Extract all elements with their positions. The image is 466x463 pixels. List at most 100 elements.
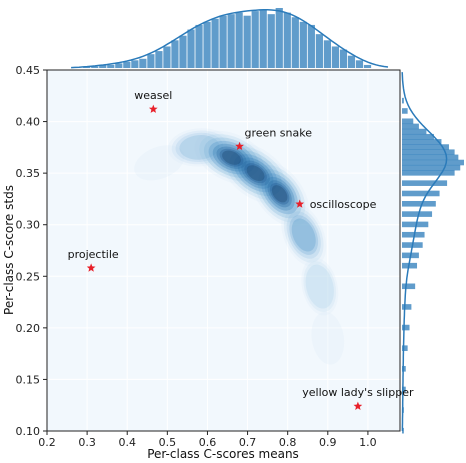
y-axis-ticks: 0.10 0.15 0.20 0.25 0.30 0.35 0.40 0.45	[16, 64, 47, 438]
density-contour-level	[167, 128, 231, 167]
marginal-x-bar	[251, 11, 259, 68]
y-tick-label: 0.35	[16, 167, 41, 180]
marginal-x-bar	[179, 35, 187, 68]
density-contour-level	[222, 150, 241, 165]
marginal-x-bar	[131, 60, 139, 68]
marginal-x-bar	[243, 15, 251, 69]
marginal-x-bar	[267, 14, 275, 68]
marginal-y-bar	[402, 211, 433, 217]
marginal-y-bar	[402, 221, 429, 228]
marginal-y-bar	[402, 231, 425, 238]
marginal-x-bar	[275, 8, 283, 68]
marginal-x-bar	[99, 64, 107, 68]
marginal-y-histogram	[402, 97, 464, 434]
y-tick-label: 0.45	[16, 64, 41, 77]
annotation-stars	[86, 104, 363, 410]
marginal-y-bar	[402, 283, 416, 290]
density-contour-level	[233, 154, 278, 193]
marginal-x-bar	[211, 18, 219, 68]
marginal-y-bar	[402, 200, 436, 207]
annotation-star	[148, 104, 158, 113]
density-contour-level	[208, 140, 255, 175]
marginal-x-bar	[115, 63, 123, 68]
marginal-y-bar	[402, 154, 459, 161]
marginal-y-bar	[402, 170, 455, 176]
density-contour-level	[241, 160, 270, 186]
density-contour-level	[289, 215, 319, 255]
plot-background	[47, 70, 400, 431]
y-tick-label: 0.25	[16, 270, 41, 283]
x-tick-label: 0.3	[78, 436, 96, 449]
marginal-y-bar	[402, 97, 404, 104]
marginal-x-bar	[299, 21, 307, 68]
annotation-label: weasel	[134, 89, 172, 102]
annotation-star	[295, 199, 305, 208]
density-contour-level	[246, 165, 265, 182]
density-contour-level	[291, 218, 316, 252]
marginal-x-bar	[203, 21, 211, 68]
density-contour-level	[267, 180, 292, 208]
y-axis-label: Per-class C-score stds	[2, 185, 16, 315]
marginal-x-bar	[139, 58, 147, 68]
x-axis-label: Per-class C-scores means	[147, 447, 299, 461]
marginal-x-bar	[291, 17, 299, 68]
density-contour-level	[134, 145, 185, 181]
marginal-x-bar	[331, 46, 340, 68]
density-contour-level	[281, 203, 327, 267]
density-contour-level	[224, 146, 287, 200]
x-axis-ticks: 0.2 0.3 0.4 0.5 0.6 0.7 0.8 0.9 1.0	[38, 431, 377, 449]
marginal-x-bar	[227, 14, 235, 68]
marginal-y-kde-curve	[401, 72, 448, 431]
y-tick-label: 0.15	[16, 373, 41, 386]
density-contour-level	[271, 185, 288, 203]
density-contour-level	[212, 143, 251, 172]
annotation-labels: weasel green snake oscilloscope projectile y…	[68, 89, 414, 399]
x-tick-label: 1.0	[359, 436, 377, 449]
marginal-y-bar	[402, 324, 410, 331]
y-tick-label: 0.40	[16, 116, 41, 129]
marginal-y-bar	[402, 123, 419, 130]
marginal-x-bar	[187, 29, 195, 69]
density-contour-level	[219, 148, 244, 167]
annotation-star	[86, 263, 96, 272]
y-tick-label: 0.10	[16, 425, 41, 438]
density-contour-level	[303, 261, 337, 312]
density-contour-level	[250, 160, 309, 227]
marginal-y-bar	[402, 180, 448, 186]
density-contours	[134, 128, 345, 365]
annotation-label: oscilloscope	[310, 198, 377, 211]
marginal-y-bar	[402, 133, 434, 140]
marginal-y-bar	[402, 304, 412, 310]
marginal-x-bar	[355, 60, 364, 68]
marginal-y-bar	[402, 190, 440, 197]
y-tick-label: 0.20	[16, 322, 41, 335]
annotation-label: projectile	[68, 248, 119, 261]
density-contour-level	[301, 257, 339, 316]
marginal-x-bar	[155, 51, 163, 68]
density-contour-level	[179, 135, 220, 160]
marginal-y-bar	[402, 164, 461, 171]
marginal-y-bar	[402, 128, 427, 135]
marginal-y-bar	[402, 118, 414, 125]
marginal-y-bar	[402, 366, 406, 372]
marginal-x-bar	[219, 15, 227, 69]
density-contour-level	[286, 211, 321, 259]
density-contour-level	[171, 130, 228, 165]
marginal-x-bar	[259, 9, 267, 69]
x-tick-label: 0.7	[239, 436, 257, 449]
density-contour-level	[220, 142, 291, 204]
density-contour-level	[264, 176, 295, 211]
marginal-x-bar	[323, 40, 332, 68]
annotation-star	[235, 141, 244, 151]
density-contour-level	[229, 150, 282, 197]
annotation-label: yellow lady's slipper	[302, 386, 414, 399]
marginal-x-bar	[163, 46, 171, 68]
density-contour-level	[203, 137, 260, 178]
density-contour-level	[194, 130, 269, 185]
marginal-x-bar	[235, 12, 243, 68]
marginal-x-bar	[347, 55, 356, 68]
y-tick-label: 0.30	[16, 219, 41, 232]
x-tick-label: 0.6	[199, 436, 217, 449]
density-contour-level	[305, 264, 334, 309]
